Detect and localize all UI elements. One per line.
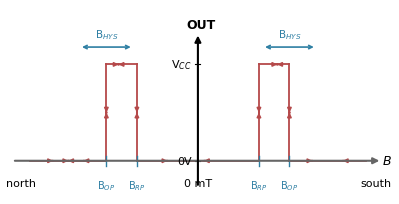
- Text: B$_{HYS}$: B$_{HYS}$: [278, 28, 301, 42]
- Text: B$_{RP}$: B$_{RP}$: [250, 178, 268, 192]
- Text: south: south: [361, 178, 392, 188]
- Text: B: B: [383, 154, 391, 167]
- Text: north: north: [6, 178, 36, 188]
- Text: V$_{CC}$: V$_{CC}$: [171, 58, 192, 72]
- Text: B$_{RP}$: B$_{RP}$: [128, 178, 146, 192]
- Text: B$_{HYS}$: B$_{HYS}$: [95, 28, 118, 42]
- Text: 0V: 0V: [177, 156, 192, 166]
- Text: OUT: OUT: [186, 19, 215, 32]
- Text: 0 mT: 0 mT: [184, 178, 212, 188]
- Text: B$_{OP}$: B$_{OP}$: [280, 178, 298, 192]
- Text: B$_{OP}$: B$_{OP}$: [97, 178, 115, 192]
